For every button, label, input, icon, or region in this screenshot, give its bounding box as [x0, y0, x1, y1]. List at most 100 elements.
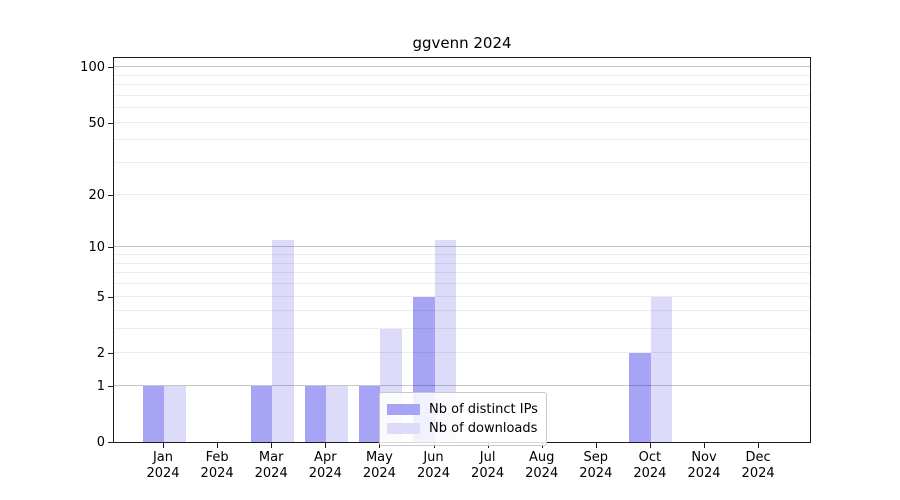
y-tick-mark — [108, 122, 113, 124]
plot-area: Nb of distinct IPs Nb of downloads — [113, 57, 811, 446]
x-tick-month: Jan — [152, 450, 174, 465]
y-tick-label: 50 — [88, 115, 105, 131]
x-tick-year: 2024 — [471, 466, 505, 481]
gridline-minor — [114, 262, 810, 264]
gridline-minor — [114, 121, 810, 123]
gridline-major — [114, 66, 810, 68]
gridline-minor — [114, 272, 810, 274]
legend-swatch — [387, 404, 420, 415]
y-tick-mark — [108, 385, 113, 387]
x-tick-mark — [649, 443, 651, 448]
y-tick-mark — [108, 352, 113, 354]
x-tick-label: Apr 2024 — [295, 450, 355, 482]
x-tick-label: Sep 2024 — [566, 450, 626, 482]
x-tick-label: Nov 2024 — [674, 450, 734, 482]
x-tick-mark — [758, 443, 760, 448]
y-tick-label: 10 — [88, 240, 105, 256]
x-tick-month: Feb — [205, 450, 229, 465]
x-tick-year: 2024 — [687, 466, 721, 481]
x-tick-label: Jun 2024 — [404, 450, 464, 482]
y-tick-label: 100 — [80, 60, 105, 76]
x-tick-label: Feb 2024 — [187, 450, 247, 482]
x-tick-month: Oct — [638, 450, 662, 465]
gridline-minor — [114, 139, 810, 141]
y-tick-label: 0 — [96, 435, 105, 450]
x-tick-year: 2024 — [200, 466, 234, 481]
legend-row: Nb of distinct IPs — [387, 401, 538, 418]
x-tick-month: Apr — [314, 450, 337, 465]
x-tick-year: 2024 — [525, 466, 559, 481]
x-tick-month: May — [365, 450, 393, 465]
x-tick-year: 2024 — [579, 466, 613, 481]
x-tick-mark — [325, 443, 327, 448]
x-tick-label: Mar 2024 — [241, 450, 301, 482]
gridline-minor — [114, 310, 810, 312]
y-tick-label: 1 — [96, 378, 105, 394]
bar-jun-downloads — [434, 240, 456, 442]
x-tick-year: 2024 — [362, 466, 396, 481]
bar-oct-downloads — [650, 296, 673, 442]
x-tick-label: Aug 2024 — [512, 450, 572, 482]
x-tick-label: Jul 2024 — [458, 450, 518, 482]
x-tick-year: 2024 — [254, 466, 288, 481]
x-tick-month: Aug — [528, 450, 555, 465]
gridline-minor — [114, 351, 810, 353]
bar-apr-downloads — [326, 385, 348, 442]
gridline-minor — [114, 162, 810, 164]
x-tick-mark — [595, 443, 597, 448]
y-tick-label: 2 — [96, 345, 105, 361]
x-tick-month: Mar — [258, 450, 284, 465]
legend: Nb of distinct IPs Nb of downloads — [379, 392, 547, 446]
gridline-major — [114, 384, 810, 386]
x-tick-month: Jun — [423, 450, 444, 465]
legend-swatch — [387, 423, 420, 434]
x-tick-year: 2024 — [146, 466, 180, 481]
gridline-minor — [114, 193, 810, 195]
x-tick-month: Nov — [691, 450, 717, 465]
x-tick-year: 2024 — [416, 466, 451, 481]
x-tick-label: Oct 2024 — [620, 450, 680, 482]
gridline-major — [114, 246, 810, 248]
y-tick-mark — [108, 194, 113, 196]
bar-apr-ips — [304, 385, 327, 442]
y-tick-mark — [108, 296, 113, 298]
legend-row: Nb of downloads — [387, 420, 538, 437]
gridline-minor — [114, 94, 810, 96]
x-tick-year: 2024 — [633, 466, 667, 481]
y-tick-label: 20 — [88, 187, 105, 203]
x-tick-year: 2024 — [741, 466, 775, 481]
x-tick-label: May 2024 — [349, 450, 409, 482]
bar-jan-ips — [142, 385, 164, 442]
gridline-minor — [114, 328, 810, 330]
y-tick-label: 5 — [96, 289, 105, 305]
x-tick-month: Jul — [479, 450, 496, 465]
legend-label: Nb of downloads — [429, 421, 538, 436]
bar-jan-downloads — [164, 385, 186, 442]
bar-mar-downloads — [272, 240, 294, 442]
x-tick-mark — [163, 443, 164, 448]
grid-layer — [114, 58, 810, 442]
gridline-minor — [114, 107, 810, 109]
x-tick-year: 2024 — [308, 466, 342, 481]
x-tick-mark — [704, 443, 705, 448]
x-tick-mark — [271, 443, 273, 448]
y-tick-mark — [108, 67, 113, 69]
gridline-minor — [114, 254, 810, 255]
legend-label: Nb of distinct IPs — [429, 402, 538, 417]
bar-may-ips — [358, 385, 381, 442]
bar-oct-ips — [629, 352, 651, 442]
chart-title: ggvenn 2024 — [412, 34, 512, 52]
gridline-minor — [114, 295, 810, 297]
y-tick-mark — [108, 442, 113, 443]
x-tick-mark — [217, 443, 219, 448]
gridline-minor — [114, 84, 810, 86]
y-tick-mark — [108, 247, 113, 249]
x-tick-label: Dec 2024 — [728, 450, 788, 482]
gridline-minor — [114, 283, 810, 284]
x-tick-month: Sep — [583, 450, 609, 465]
x-tick-month: Dec — [745, 450, 771, 465]
bar-mar-ips — [250, 385, 273, 442]
gridline-minor — [114, 74, 810, 76]
x-tick-label: Jan 2024 — [133, 450, 193, 482]
